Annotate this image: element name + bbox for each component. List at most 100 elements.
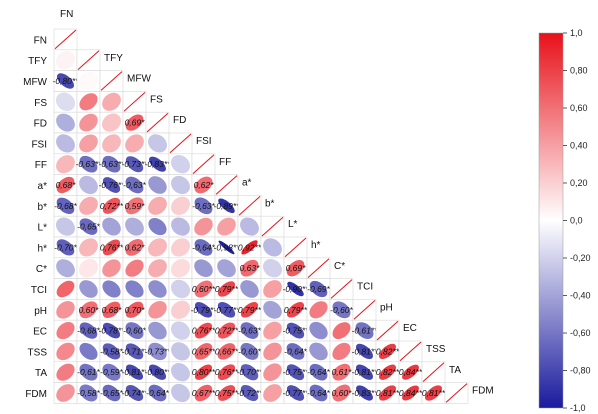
correlation-value-label: 0,79** [238, 305, 262, 315]
row-label: L* [38, 223, 48, 234]
correlation-ellipse [55, 50, 76, 70]
correlation-value-label: -0,70** [237, 367, 264, 377]
correlation-ellipse [332, 301, 351, 319]
matrix-cell: -0,60* [237, 340, 262, 363]
correlation-value-label: -0,65* [77, 222, 100, 232]
matrix-cell [76, 70, 101, 92]
matrix-cell [99, 278, 124, 300]
correlation-ellipse [217, 385, 236, 401]
row-label: b* [38, 202, 48, 213]
matrix-cell [145, 257, 170, 279]
matrix-cell [145, 278, 170, 300]
correlation-value-label: 0,81** [376, 388, 400, 398]
correlation-value-label: -0,58* [77, 388, 100, 398]
correlation-ellipse [286, 385, 305, 401]
matrix-cell: -0,64* [306, 361, 331, 383]
correlation-ellipse [100, 71, 123, 91]
correlation-ellipse [309, 280, 328, 298]
diagonal-label: L* [288, 219, 298, 230]
matrix-cell [145, 215, 170, 238]
diagonal-label: TCI [357, 282, 373, 293]
correlation-value-label: 0,84** [399, 367, 423, 377]
matrix-cell: 0,80** [191, 361, 216, 383]
correlation-value-label: -0,73** [122, 159, 149, 169]
matrix-cell [168, 215, 193, 238]
matrix-cell: -0,89** [214, 195, 240, 217]
matrix-cell: -0,73** [145, 340, 171, 363]
correlation-value-label: -0,80** [53, 76, 80, 86]
correlation-ellipse [56, 217, 75, 236]
correlation-ellipse [102, 322, 121, 339]
matrix-cell: 0,72** [214, 319, 239, 342]
matrix-cell [99, 215, 124, 238]
matrix-cell: 0,68* [99, 299, 124, 321]
correlation-value-label: -0,77** [214, 305, 241, 315]
colorbar-tick-label: -1,0 [570, 403, 586, 413]
correlation-ellipse [56, 384, 75, 402]
matrix-cell: -0,78** [99, 319, 126, 342]
correlation-value-label: 0,92** [238, 242, 262, 252]
correlation-ellipse [286, 343, 305, 360]
correlation-ellipse [125, 385, 144, 401]
correlation-ellipse [56, 342, 75, 361]
correlation-ellipse [240, 280, 259, 298]
correlation-value-label: 0,62* [125, 242, 146, 252]
matrix-cell [53, 111, 78, 134]
matrix-cell [145, 174, 170, 196]
correlation-ellipse [194, 384, 213, 402]
matrix-cell: -0,76** [99, 174, 125, 196]
matrix-cell: 0,76** [214, 361, 239, 383]
matrix-cell: -0,72** [237, 382, 263, 404]
correlation-ellipse [79, 322, 98, 339]
matrix-cell [145, 132, 170, 155]
row-label: pH [34, 306, 47, 317]
row-label: FN [34, 35, 47, 46]
matrix-cell: -0,65* [76, 215, 101, 238]
correlation-ellipse [217, 343, 236, 360]
matrix-cell: -0,63* [122, 174, 147, 196]
correlation-ellipse [170, 258, 191, 278]
matrix-cell: -0,68* [76, 319, 101, 342]
correlation-ellipse [399, 341, 422, 362]
correlation-ellipse [56, 322, 75, 340]
matrix-cell [329, 278, 354, 300]
correlation-ellipse [79, 175, 98, 195]
correlation-ellipse [330, 279, 353, 299]
correlation-ellipse [332, 322, 351, 340]
correlation-ellipse [148, 176, 167, 194]
matrix-cell [122, 278, 147, 300]
diagonal-label: b* [265, 198, 275, 209]
correlation-ellipse [77, 50, 100, 70]
correlation-value-label: -0,78** [99, 326, 126, 336]
correlation-ellipse [263, 300, 282, 319]
correlation-ellipse [379, 364, 396, 380]
matrix-cell: -0,79** [191, 299, 217, 321]
colorbar-tick-label: 0,60 [570, 103, 588, 113]
row-label: FD [34, 119, 47, 130]
correlation-value-label: -0,64* [307, 388, 330, 398]
correlation-ellipse [79, 301, 98, 319]
matrix-cell [53, 299, 78, 321]
row-label: h* [38, 243, 48, 254]
correlation-ellipse [79, 384, 98, 402]
correlation-value-label: -0,65* [100, 388, 123, 398]
correlation-ellipse [194, 217, 213, 236]
correlation-value-label: -0,83** [352, 388, 379, 398]
matrix-cell [260, 319, 285, 342]
matrix-cell [99, 91, 124, 113]
matrix-cell: 0,92** [237, 236, 262, 259]
matrix-cell [260, 340, 285, 363]
diagonal-label: TA [449, 365, 461, 376]
matrix-cell: 0,59* [122, 195, 147, 217]
correlation-ellipse [126, 364, 143, 380]
correlation-ellipse [170, 154, 191, 174]
correlation-ellipse [125, 322, 144, 340]
correlation-value-label: 0,60** [192, 284, 216, 294]
correlation-value-label: -0,81** [352, 346, 379, 356]
matrix-cell [53, 340, 78, 363]
row-label: FDM [25, 389, 47, 400]
correlation-ellipse [240, 259, 259, 277]
correlation-value-label: 0,82** [376, 346, 400, 356]
correlation-ellipse [56, 363, 75, 381]
diagonal-label: FDM [472, 386, 494, 397]
